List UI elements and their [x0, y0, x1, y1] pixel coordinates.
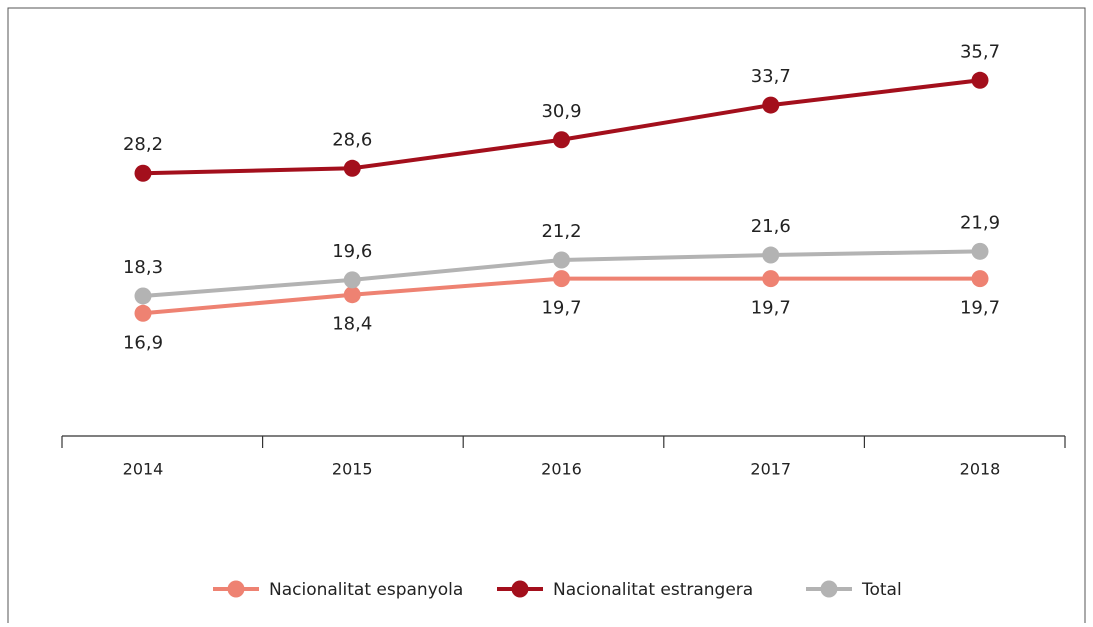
data-label: 21,6: [751, 216, 791, 237]
data-point: [971, 242, 989, 260]
legend-label: Nacionalitat estrangera: [553, 580, 753, 600]
x-tick-label: 2018: [960, 460, 1001, 479]
data-label: 28,2: [123, 134, 163, 155]
legend-marker: [511, 580, 529, 598]
data-point: [553, 131, 570, 149]
data-point: [553, 270, 570, 288]
data-label: 18,4: [332, 314, 372, 335]
data-point: [971, 71, 989, 89]
data-point: [343, 286, 361, 304]
legend-marker: [820, 580, 838, 598]
data-label: 21,9: [960, 212, 1000, 233]
legend-label: Total: [861, 580, 902, 600]
data-point: [762, 246, 780, 264]
data-point: [553, 251, 570, 269]
legend-label: Nacionalitat espanyola: [269, 580, 463, 600]
series-line: [142, 78, 981, 176]
x-tick-label: 2014: [123, 460, 164, 479]
data-label: 30,9: [541, 101, 581, 122]
data-label: 33,7: [751, 66, 791, 87]
data-label: 28,6: [332, 129, 372, 150]
data-point: [134, 164, 152, 182]
data-point: [134, 304, 152, 322]
data-point: [343, 159, 361, 177]
data-label: 35,7: [960, 41, 1000, 62]
data-label: 19,7: [541, 298, 581, 319]
x-tick-label: 2016: [541, 460, 582, 479]
data-point: [762, 270, 780, 288]
x-tick-label: 2017: [750, 460, 791, 479]
x-tick-label: 2015: [332, 460, 373, 479]
data-point: [762, 96, 780, 114]
data-point: [343, 271, 361, 289]
frame: [7, 7, 1086, 623]
data-label: 21,2: [541, 221, 581, 242]
data-label: 19,7: [751, 298, 791, 319]
data-label: 19,6: [332, 241, 372, 262]
legend-marker: [227, 580, 245, 598]
data-point: [134, 287, 152, 305]
data-label: 19,7: [960, 298, 1000, 319]
data-label: 16,9: [123, 332, 163, 353]
data-point: [971, 270, 989, 288]
data-label: 18,3: [123, 257, 163, 278]
